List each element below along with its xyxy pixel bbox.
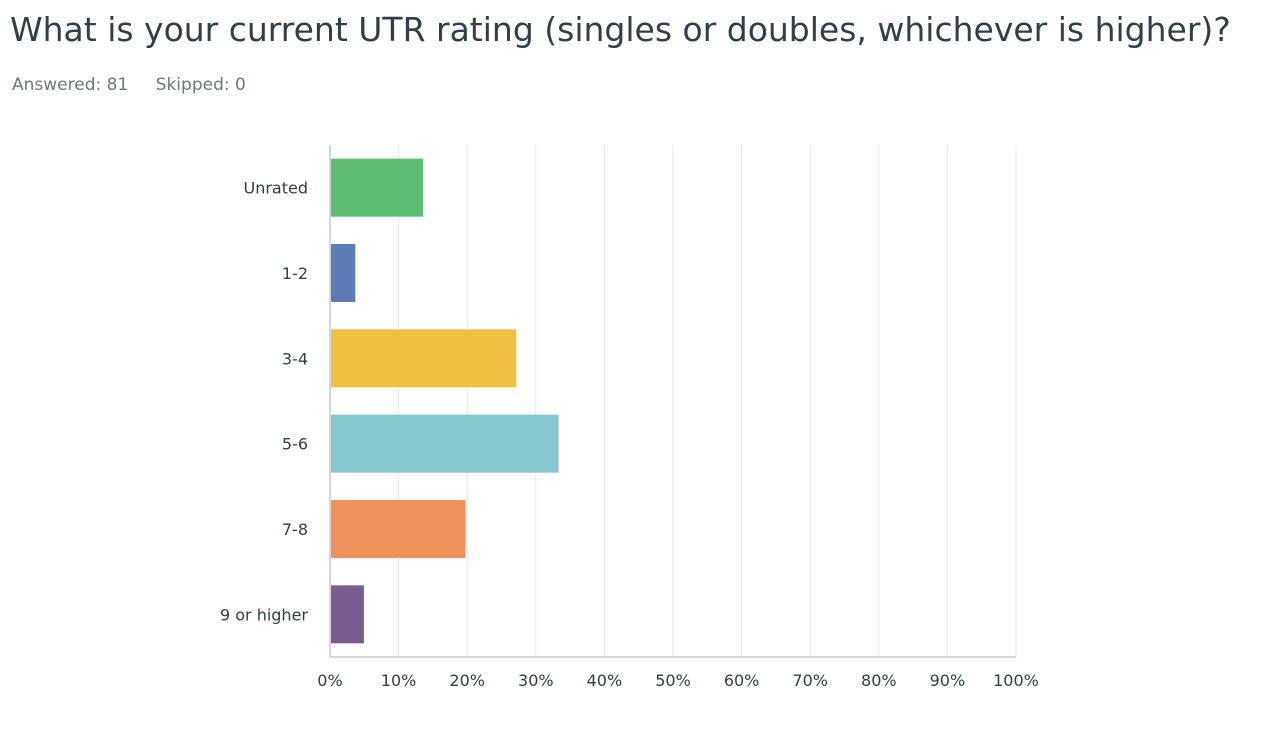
category-label: 1-2 (282, 264, 308, 283)
x-tick-label: 100% (993, 671, 1039, 690)
response-summary: Answered: 81 Skipped: 0 (12, 74, 268, 96)
category-label: 7-8 (282, 520, 308, 539)
x-tick-label: 20% (449, 671, 485, 690)
answered-count: 81 (106, 75, 129, 95)
skipped-count: 0 (235, 75, 246, 95)
x-tick-label: 50% (655, 671, 691, 690)
x-tick-label: 70% (792, 671, 828, 690)
bar (331, 414, 559, 473)
bar (331, 329, 517, 388)
x-tick-label: 80% (861, 671, 897, 690)
skipped-stat: Skipped: 0 (156, 75, 246, 95)
x-tick-label: 40% (587, 671, 623, 690)
bar (331, 585, 364, 644)
category-label: Unrated (243, 179, 308, 198)
answered-stat: Answered: 81 (12, 75, 134, 95)
bar (331, 500, 466, 558)
x-tick-label: 60% (724, 671, 760, 690)
question-title: What is your current UTR rating (singles… (10, 10, 1231, 49)
bar (331, 158, 424, 217)
skipped-label: Skipped: (155, 75, 230, 95)
x-tick-label: 0% (317, 671, 342, 690)
x-tick-label: 90% (930, 671, 966, 690)
category-label: 5-6 (282, 435, 308, 454)
x-tick-label: 30% (518, 671, 554, 690)
category-label: 9 or higher (220, 605, 308, 624)
bar (331, 244, 356, 302)
answered-label: Answered: (12, 75, 102, 95)
category-label: 3-4 (282, 349, 308, 368)
x-tick-label: 10% (381, 671, 417, 690)
